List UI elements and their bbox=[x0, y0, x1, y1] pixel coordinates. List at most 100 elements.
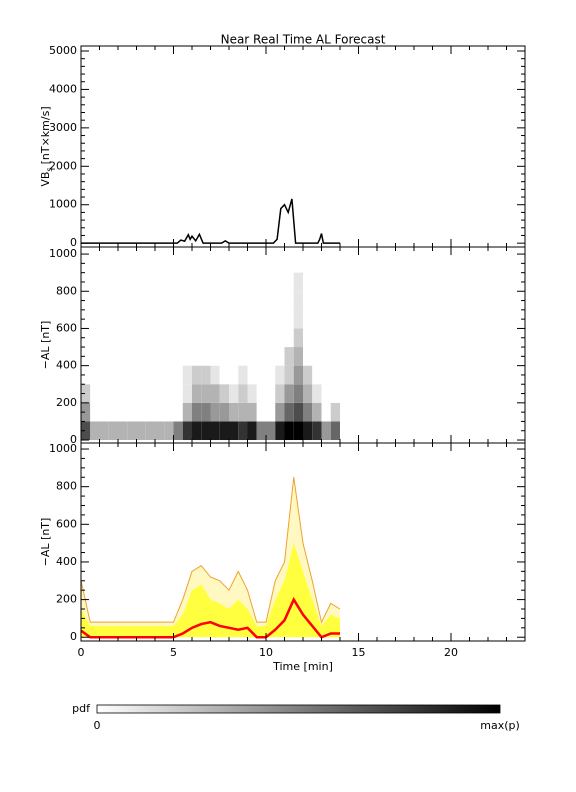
data-line bbox=[81, 198, 340, 244]
heat-cell bbox=[108, 347, 118, 366]
heat-cell bbox=[90, 309, 100, 329]
heat-cell bbox=[321, 347, 331, 366]
heat-cell bbox=[330, 384, 340, 403]
heat-cell bbox=[136, 309, 146, 329]
heat-cell bbox=[127, 309, 137, 329]
heat-cell bbox=[99, 309, 109, 329]
heat-cell bbox=[229, 384, 239, 403]
heat-cell bbox=[173, 365, 183, 385]
y-tick-label: 400 bbox=[56, 555, 77, 568]
plot-area bbox=[81, 477, 341, 639]
heat-cell bbox=[173, 384, 183, 403]
heat-cell bbox=[312, 365, 322, 385]
heat-cell bbox=[247, 272, 257, 292]
heat-cell bbox=[118, 365, 128, 385]
heat-cell bbox=[90, 384, 100, 403]
heat-cell bbox=[108, 328, 118, 348]
heat-cell bbox=[330, 402, 340, 422]
heat-cell bbox=[256, 384, 266, 403]
heat-cell bbox=[173, 421, 183, 441]
heat-cell bbox=[210, 365, 220, 385]
heat-cell bbox=[145, 309, 155, 329]
heat-cell bbox=[238, 272, 248, 292]
heat-cell bbox=[238, 402, 248, 422]
heat-cell bbox=[99, 402, 109, 422]
heat-cell bbox=[293, 272, 303, 292]
y-axis-label: −AL [nT] bbox=[39, 321, 52, 370]
heat-cell bbox=[90, 347, 100, 366]
heat-cell bbox=[312, 402, 322, 422]
heat-cell bbox=[118, 402, 128, 422]
heat-cell bbox=[312, 384, 322, 403]
heat-cell bbox=[81, 402, 91, 422]
x-tick-label: 10 bbox=[259, 646, 273, 659]
heat-cell bbox=[219, 421, 229, 441]
heat-cell bbox=[81, 328, 91, 348]
heat-cell bbox=[192, 365, 202, 385]
heat-cell bbox=[155, 365, 165, 385]
heat-cell bbox=[201, 272, 211, 292]
heat-cell bbox=[127, 272, 137, 292]
x-tick-label: 5 bbox=[170, 646, 177, 659]
colorbar-max-label: max(p) bbox=[480, 719, 520, 732]
heat-cell bbox=[145, 365, 155, 385]
heat-cell bbox=[201, 421, 211, 441]
heat-cell bbox=[182, 347, 192, 366]
heat-cell bbox=[275, 421, 285, 441]
heat-cell bbox=[229, 309, 239, 329]
heat-cell bbox=[192, 347, 202, 366]
series-line bbox=[81, 596, 340, 639]
heat-cell bbox=[293, 347, 303, 366]
heat-cell bbox=[275, 402, 285, 422]
heat-cell bbox=[247, 402, 257, 422]
heat-cell bbox=[192, 309, 202, 329]
heat-cell bbox=[99, 291, 109, 310]
heat-cell bbox=[99, 421, 109, 441]
heat-cell bbox=[127, 365, 137, 385]
heat-cell bbox=[266, 309, 276, 329]
heat-cell bbox=[303, 347, 313, 366]
heat-cell bbox=[136, 291, 146, 310]
heat-cell bbox=[330, 347, 340, 366]
y-tick-label: 5000 bbox=[49, 44, 77, 57]
heat-cell bbox=[247, 365, 257, 385]
heat-cell bbox=[127, 347, 137, 366]
heat-cell bbox=[192, 291, 202, 310]
heat-cell bbox=[256, 309, 266, 329]
heat-cell bbox=[321, 291, 331, 310]
heat-cell bbox=[210, 384, 220, 403]
heat-cell bbox=[145, 272, 155, 292]
heat-cell bbox=[192, 328, 202, 348]
heat-cell bbox=[275, 384, 285, 403]
heat-cell bbox=[90, 402, 100, 422]
heat-cell bbox=[229, 347, 239, 366]
heat-cell bbox=[210, 291, 220, 310]
heat-cell bbox=[330, 365, 340, 385]
heat-cell bbox=[210, 328, 220, 348]
heat-cell bbox=[303, 384, 313, 403]
heat-cell bbox=[173, 347, 183, 366]
heat-cell bbox=[182, 291, 192, 310]
heat-cell bbox=[229, 291, 239, 310]
heat-cell bbox=[155, 272, 165, 292]
heat-cell bbox=[90, 421, 100, 441]
y-tick-label: 0 bbox=[70, 236, 77, 249]
heat-cell bbox=[284, 384, 294, 403]
heat-cell bbox=[210, 347, 220, 366]
heat-cell bbox=[108, 421, 118, 441]
heat-cell bbox=[284, 328, 294, 348]
heat-cell bbox=[201, 328, 211, 348]
plot-area bbox=[81, 198, 340, 244]
heat-cell bbox=[275, 328, 285, 348]
x-tick-label: 0 bbox=[78, 646, 85, 659]
heat-cell bbox=[164, 272, 174, 292]
heat-cell bbox=[201, 291, 211, 310]
heat-cell bbox=[201, 347, 211, 366]
y-tick-label: 600 bbox=[56, 517, 77, 530]
heat-cell bbox=[164, 365, 174, 385]
heat-cell bbox=[108, 365, 118, 385]
heat-cell bbox=[238, 328, 248, 348]
colorbar bbox=[96, 704, 501, 714]
heat-cell bbox=[293, 291, 303, 310]
heat-cell bbox=[201, 365, 211, 385]
